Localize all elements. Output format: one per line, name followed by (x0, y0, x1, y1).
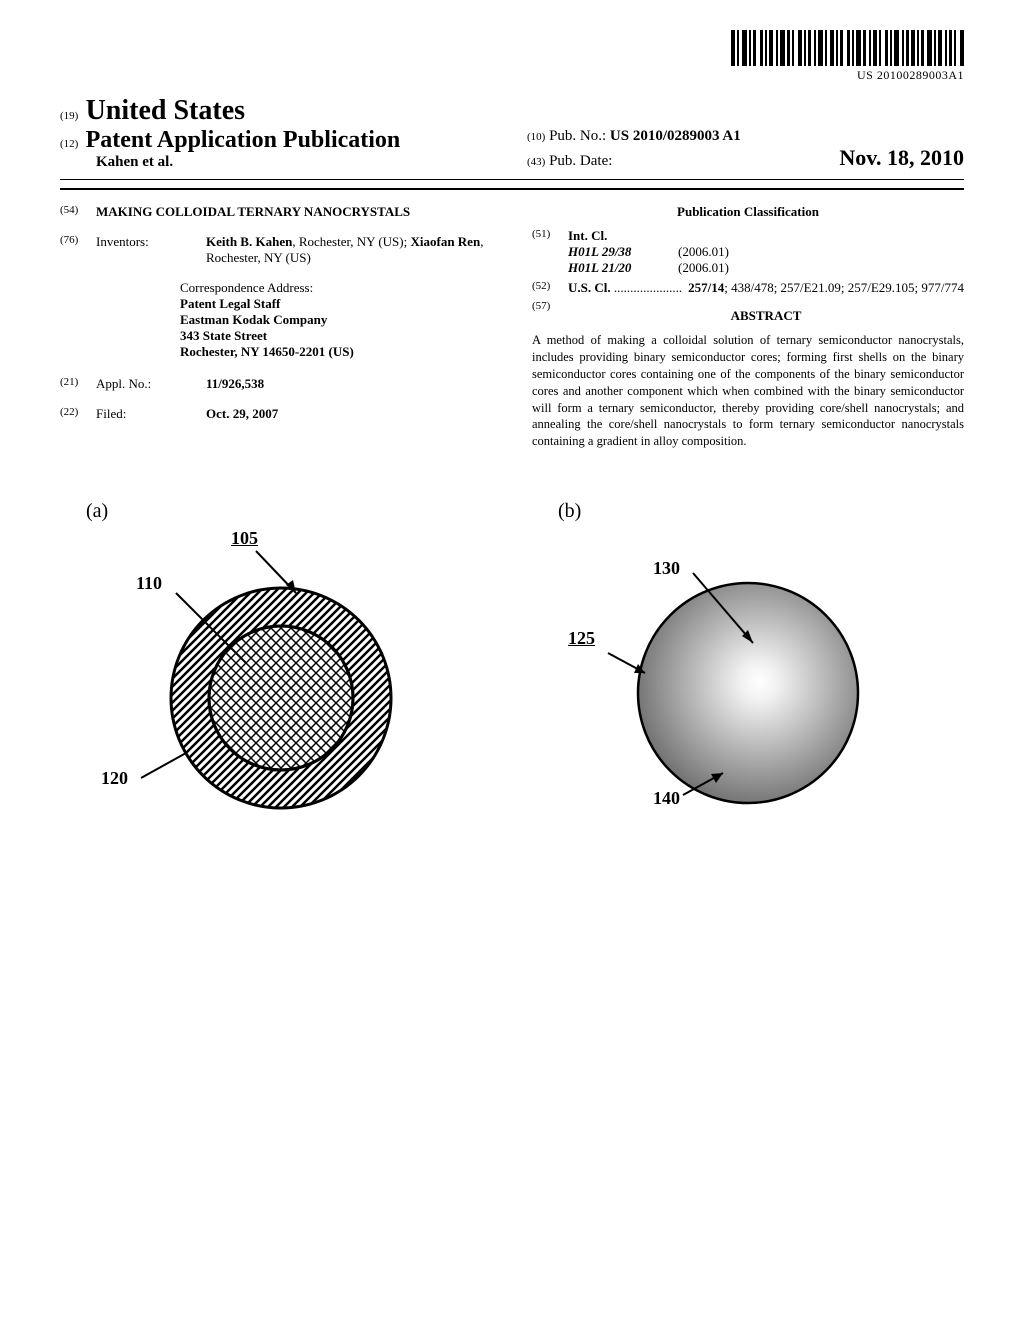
pub-no-value: US 2010/0289003 A1 (610, 128, 741, 144)
figure-b-svg (558, 533, 898, 833)
classification-heading: Publication Classification (532, 204, 964, 220)
intcl-entry-year: (2006.01) (678, 244, 729, 260)
invention-title: MAKING COLLOIDAL TERNARY NANOCRYSTALS (96, 204, 492, 220)
figure-b: (b) 130 125 140 (558, 500, 938, 833)
uscl-lead: 257/14 (688, 280, 724, 295)
inventors-code: (76) (60, 234, 96, 266)
barcode-block: US 20100289003A1 (60, 30, 964, 83)
intcl-entry-code: H01L 29/38 (568, 244, 678, 260)
pub-date-value: Nov. 18, 2010 (839, 145, 964, 171)
title-code: (54) (60, 204, 96, 220)
inventors-label: Inventors: (96, 234, 206, 266)
filed-code: (22) (60, 406, 96, 422)
appl-no-label: Appl. No.: (96, 376, 206, 392)
correspondence-line: Eastman Kodak Company (180, 312, 492, 328)
uscl-values: ; 438/478; 257/E21.09; 257/E29.105; 977/… (724, 280, 964, 295)
doc-type-code: (12) (60, 138, 78, 150)
ref-120: 120 (101, 768, 128, 789)
pub-date-line: (43) Pub. Date: Nov. 18, 2010 (527, 145, 964, 171)
correspondence-line: Rochester, NY 14650-2201 (US) (180, 344, 492, 360)
ref-140: 140 (653, 788, 680, 809)
ref-105: 105 (231, 528, 258, 549)
pub-no-label: Pub. No.: (549, 128, 606, 144)
appl-no-value: 11/926,538 (206, 376, 492, 392)
authors: Kahen et al. (96, 154, 497, 171)
pub-no-line: (10) Pub. No.: US 2010/0289003 A1 (527, 128, 964, 145)
appl-no-code: (21) (60, 376, 96, 392)
filed-value: Oct. 29, 2007 (206, 406, 492, 422)
correspondence-line: 343 State Street (180, 328, 492, 344)
pub-date-code: (43) (527, 156, 545, 168)
country-line: (19) United States (60, 95, 497, 127)
intcl-entry-code: H01L 21/20 (568, 260, 678, 276)
figure-b-label: (b) (558, 500, 938, 523)
ref-125: 125 (568, 628, 595, 649)
uscl-dots: ..................... (611, 280, 683, 295)
country-code: (19) (60, 110, 78, 122)
country: United States (86, 95, 245, 126)
inventors-text: Keith B. Kahen, Rochester, NY (US); Xiao… (206, 234, 483, 265)
pub-no-code: (10) (527, 131, 545, 143)
correspondence-line: Patent Legal Staff (180, 296, 492, 312)
abstract-heading: ABSTRACT (568, 308, 964, 324)
intcl-entry-year: (2006.01) (678, 260, 729, 276)
correspondence-label: Correspondence Address: (180, 280, 492, 296)
intcl-code: (51) (532, 228, 568, 276)
abstract-text: A method of making a colloidal solution … (532, 332, 964, 450)
figure-a: (a) 105 110 120 (86, 500, 466, 833)
barcode (731, 30, 964, 66)
figure-a-label: (a) (86, 500, 466, 523)
uscl-code: (52) (532, 280, 568, 296)
doc-type: Patent Application Publication (86, 127, 401, 153)
uscl-label: U.S. Cl. (568, 280, 611, 295)
filed-label: Filed: (96, 406, 206, 422)
intcl-label: Int. Cl. (568, 228, 607, 243)
ref-130: 130 (653, 558, 680, 579)
pub-date-label: Pub. Date: (549, 153, 612, 169)
barcode-label: US 20100289003A1 (857, 68, 964, 83)
doc-type-line: (12) Patent Application Publication (60, 127, 497, 154)
abstract-code: (57) (532, 300, 568, 332)
ref-110: 110 (136, 573, 162, 594)
